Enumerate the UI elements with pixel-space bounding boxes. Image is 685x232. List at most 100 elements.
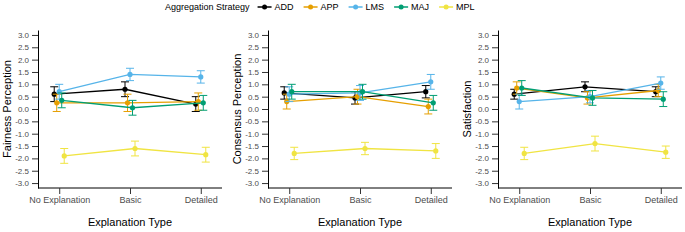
- legend-swatch-marker: [444, 5, 449, 10]
- series: MPL: [290, 142, 440, 159]
- x-tick: Basic: [579, 188, 602, 205]
- y-axis-title: Fairness Perception: [1, 60, 13, 158]
- legend: Aggregation StrategyADDAPPLMSMAJMPL: [165, 2, 475, 12]
- y-tick-mark: [492, 134, 498, 135]
- y-tick-mark: [32, 60, 38, 61]
- y-tick-label: -2.5: [245, 167, 259, 176]
- y-tick: 2.0: [478, 56, 498, 65]
- y-tick: -1.0: [475, 130, 498, 139]
- y-tick: -2.0: [475, 154, 498, 163]
- y-axis: -3.0-2.5-2.0-1.5-1.0-0.50.00.51.01.52.02…: [15, 31, 38, 189]
- y-tick: 1.5: [18, 68, 38, 77]
- plot-area: ADDAPPLMSMAJMPL: [510, 77, 670, 160]
- error-bar: [591, 136, 599, 151]
- y-tick-mark: [492, 84, 498, 85]
- y-tick: 1.5: [248, 68, 268, 77]
- y-tick: -3.0: [475, 179, 498, 188]
- error-bar: [290, 147, 298, 159]
- x-axis-title: Explanation Type: [88, 216, 172, 228]
- series: MPL: [60, 141, 210, 163]
- y-tick-label: -0.5: [245, 117, 259, 126]
- legend-swatch-marker: [308, 5, 313, 10]
- x-tick-label: Detailed: [645, 195, 678, 205]
- y-tick-label: 1.5: [478, 68, 490, 77]
- y-tick-mark: [262, 72, 268, 73]
- x-tick-label: Basic: [349, 195, 372, 205]
- error-bar: [422, 86, 430, 98]
- series: MPL: [520, 136, 670, 159]
- legend-entry: MPL: [439, 2, 475, 12]
- y-tick-label: 2.0: [478, 56, 490, 65]
- y-tick: 0.0: [18, 105, 38, 114]
- y-tick: 3.0: [248, 31, 268, 40]
- error-bar: [131, 141, 139, 156]
- y-tick-label: -2.0: [475, 154, 489, 163]
- panel: -3.0-2.5-2.0-1.5-1.0-0.50.00.51.01.52.02…: [231, 31, 452, 229]
- y-tick-mark: [492, 146, 498, 147]
- point: [661, 97, 666, 102]
- plot-area: ADDAPPLMSMAJMPL: [280, 74, 440, 159]
- y-axis-line: [38, 31, 39, 189]
- point: [431, 100, 436, 105]
- error-bar: [197, 71, 205, 83]
- y-tick-label: 0.0: [478, 105, 490, 114]
- error-bar: [359, 84, 367, 99]
- x-axis: No ExplanationBasicDetailed: [259, 188, 452, 205]
- y-tick-mark: [262, 183, 268, 184]
- y-tick: -1.0: [15, 130, 38, 139]
- y-tick-mark: [262, 121, 268, 122]
- y-tick: -3.0: [245, 179, 268, 188]
- y-tick: 0.5: [248, 93, 268, 102]
- x-tick-label: Basic: [579, 195, 602, 205]
- y-tick-label: 0.5: [248, 93, 260, 102]
- y-tick-label: 0.5: [18, 93, 30, 102]
- x-tick: Basic: [349, 188, 372, 205]
- point: [282, 90, 287, 95]
- point: [362, 146, 367, 151]
- y-tick-mark: [262, 60, 268, 61]
- y-tick: -3.0: [15, 179, 38, 188]
- y-tick-mark: [32, 171, 38, 172]
- x-tick-mark: [519, 188, 520, 194]
- y-tick-label: -2.5: [475, 167, 489, 176]
- legend-swatch-marker: [353, 5, 358, 10]
- figure: Aggregation StrategyADDAPPLMSMAJMPL-3.0-…: [0, 0, 685, 232]
- x-tick-label: No Explanation: [259, 195, 320, 205]
- point: [428, 79, 433, 84]
- y-tick-label: 1.5: [248, 68, 260, 77]
- x-tick-mark: [201, 188, 202, 194]
- point: [360, 89, 365, 94]
- legend-swatch-marker: [399, 5, 404, 10]
- series: ADD: [280, 86, 430, 105]
- point: [582, 84, 587, 89]
- point: [198, 74, 203, 79]
- y-tick-label: -1.5: [245, 142, 259, 151]
- legend-label: MAJ: [411, 2, 429, 12]
- y-tick-label: 2.5: [478, 43, 490, 52]
- legend-entry: LMS: [349, 2, 385, 12]
- point: [57, 89, 62, 94]
- error-bar: [520, 147, 528, 159]
- y-tick-mark: [32, 84, 38, 85]
- error-bar: [589, 90, 597, 105]
- y-tick-label: 2.0: [18, 56, 30, 65]
- x-tick-mark: [431, 188, 432, 194]
- y-tick-label: 0.0: [248, 105, 260, 114]
- series: APP: [513, 82, 663, 104]
- y-tick: 2.5: [478, 43, 498, 52]
- series: MAJ: [58, 93, 208, 115]
- legend-label: LMS: [366, 2, 385, 12]
- y-tick-mark: [262, 97, 268, 98]
- y-tick-label: 2.5: [18, 43, 30, 52]
- point: [423, 89, 428, 94]
- y-tick-mark: [262, 146, 268, 147]
- y-tick: -1.5: [475, 142, 498, 151]
- y-tick-mark: [492, 183, 498, 184]
- y-tick-label: -2.0: [15, 154, 29, 163]
- y-tick-label: 1.5: [18, 68, 30, 77]
- x-axis-title: Explanation Type: [548, 216, 632, 228]
- y-tick-label: -0.5: [15, 117, 29, 126]
- error-bar: [515, 94, 523, 109]
- point: [656, 88, 661, 93]
- point: [433, 148, 438, 153]
